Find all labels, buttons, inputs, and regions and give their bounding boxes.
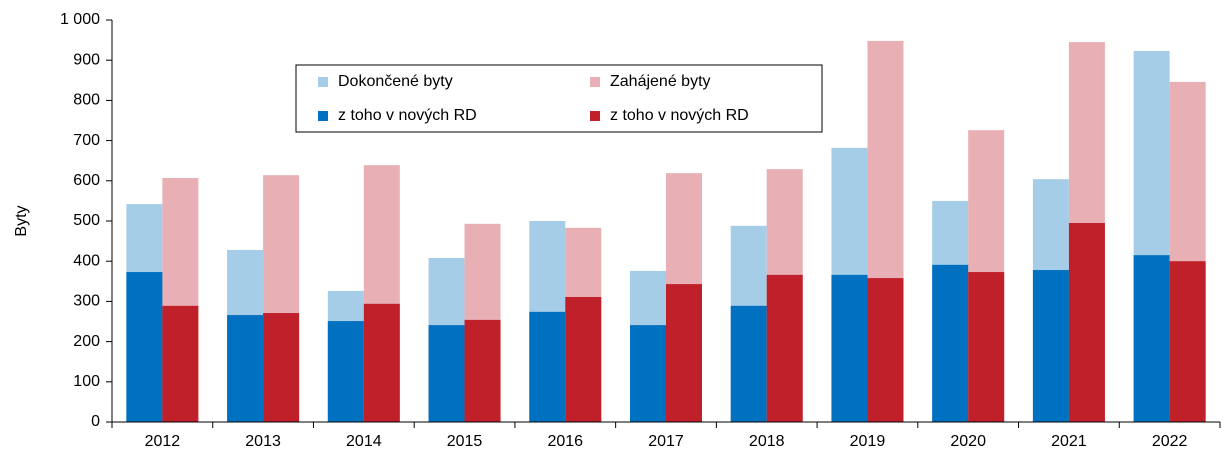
bar	[227, 315, 264, 422]
y-tick-label: 0	[91, 413, 100, 430]
y-tick-label: 900	[73, 51, 100, 68]
y-tick-label: 500	[73, 212, 100, 229]
bar	[831, 274, 868, 422]
y-axis-label: Byty	[13, 205, 30, 236]
legend-label: Zahájené byty	[610, 73, 711, 90]
bar	[968, 272, 1005, 422]
bar	[1032, 270, 1069, 422]
y-tick-label: 400	[73, 252, 100, 269]
x-tick-label: 2017	[648, 433, 684, 450]
bar	[162, 305, 199, 422]
bar	[126, 272, 163, 422]
y-tick-label: 1 000	[60, 11, 100, 28]
legend-label: z toho v nových RD	[338, 107, 477, 124]
bar	[1133, 255, 1170, 422]
x-tick-label: 2015	[447, 433, 483, 450]
bar	[363, 303, 400, 422]
legend-swatch	[590, 77, 600, 87]
bar	[666, 284, 702, 422]
bar	[263, 313, 300, 422]
x-tick-label: 2013	[245, 433, 281, 450]
legend-swatch	[318, 77, 328, 87]
bar	[766, 274, 803, 422]
bar	[464, 319, 501, 422]
x-tick-label: 2016	[547, 433, 583, 450]
legend-label: z toho v nových RD	[610, 107, 749, 124]
bar	[529, 311, 566, 422]
bar	[932, 264, 969, 422]
y-tick-label: 300	[73, 293, 100, 310]
bar	[1068, 223, 1105, 422]
legend-swatch	[318, 111, 328, 121]
bar	[428, 325, 465, 422]
legend-swatch	[590, 111, 600, 121]
x-tick-label: 2020	[950, 433, 986, 450]
x-tick-label: 2018	[749, 433, 785, 450]
legend-label: Dokončené byty	[338, 73, 453, 90]
x-tick-label: 2012	[145, 433, 181, 450]
y-tick-label: 700	[73, 132, 100, 149]
legend-box	[295, 64, 823, 133]
y-tick-label: 600	[73, 172, 100, 189]
x-tick-label: 2022	[1152, 433, 1188, 450]
bar	[730, 305, 767, 422]
bar	[565, 296, 602, 422]
x-tick-label: 2021	[1051, 433, 1087, 450]
bar	[327, 321, 364, 422]
y-tick-label: 200	[73, 333, 100, 350]
x-tick-label: 2014	[346, 433, 382, 450]
x-tick-label: 2019	[850, 433, 886, 450]
y-tick-label: 100	[73, 373, 100, 390]
bar	[630, 325, 666, 422]
bar	[1169, 261, 1206, 422]
bar	[867, 278, 904, 422]
y-tick-label: 800	[73, 92, 100, 109]
